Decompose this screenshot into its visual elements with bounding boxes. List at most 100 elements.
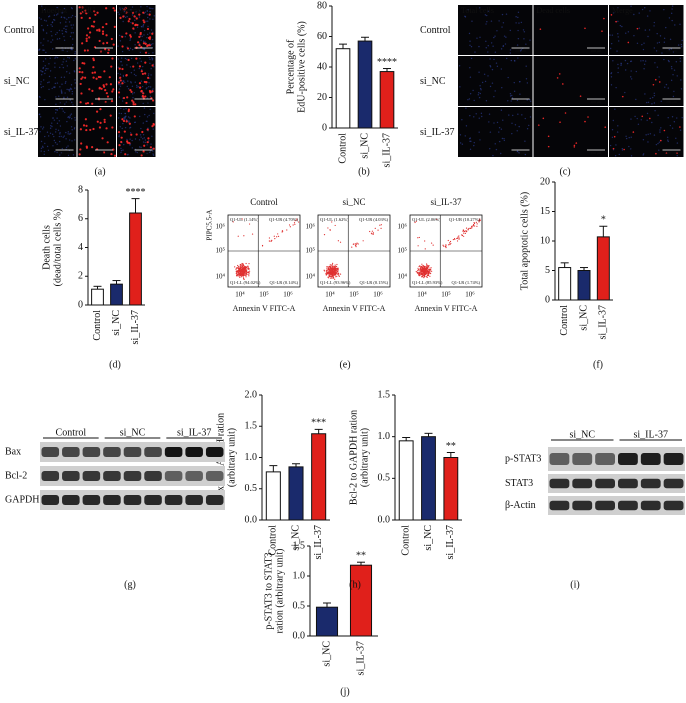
- event: [420, 274, 422, 276]
- y-tick-label: 0.5: [378, 473, 391, 484]
- nucleus: [63, 96, 65, 99]
- nucleus: [142, 48, 144, 50]
- nucleus: [47, 40, 49, 42]
- event: [422, 268, 424, 271]
- nucleus: [649, 133, 652, 135]
- nucleus: [134, 121, 136, 123]
- nucleus: [646, 119, 648, 121]
- nucleus: [472, 89, 474, 92]
- nucleus: [507, 76, 509, 79]
- nucleus: [150, 68, 152, 70]
- x-axis-title: Annexin V FITC-A: [415, 304, 478, 313]
- nucleus: [69, 132, 72, 135]
- event: [330, 272, 333, 274]
- stained-cell: [93, 71, 97, 74]
- nucleus: [71, 14, 74, 17]
- nucleus: [149, 150, 152, 152]
- nucleus: [118, 96, 121, 98]
- nucleus: [147, 74, 150, 77]
- stained-cell: [91, 89, 94, 92]
- event: [425, 263, 428, 265]
- nucleus: [60, 90, 63, 93]
- event: [332, 277, 334, 279]
- nucleus: [153, 112, 155, 115]
- stained-cell: [148, 44, 151, 47]
- axis-tick-label: 10⁶: [216, 223, 226, 231]
- stained-cell: [143, 144, 146, 147]
- event: [462, 229, 464, 231]
- quadrant-label: Q1-UR (4.03%): [359, 217, 388, 222]
- nucleus: [45, 32, 48, 34]
- nucleus: [67, 133, 69, 135]
- axis-tick-label: 10⁴: [325, 291, 335, 299]
- nucleus: [464, 15, 466, 17]
- nucleus: [152, 52, 154, 54]
- nucleus: [130, 9, 132, 11]
- event: [326, 271, 328, 273]
- blot-band: [618, 453, 638, 465]
- nucleus: [670, 48, 673, 50]
- event: [419, 268, 421, 270]
- nucleus: [149, 62, 151, 65]
- stained-cell: [112, 88, 115, 91]
- nucleus: [645, 134, 647, 136]
- nucleus: [517, 11, 520, 14]
- stained-cell: [145, 81, 148, 84]
- nucleus: [55, 96, 57, 98]
- nucleus: [517, 113, 519, 115]
- event: [456, 240, 459, 242]
- nucleus: [667, 87, 669, 89]
- event: [244, 271, 246, 273]
- event: [428, 272, 430, 274]
- event: [474, 225, 476, 227]
- stained-cell: [103, 120, 106, 124]
- nucleus: [469, 44, 471, 47]
- nucleus: [659, 131, 661, 133]
- nucleus: [149, 32, 151, 34]
- significance: ****: [377, 57, 397, 68]
- x-tick-label: Control: [559, 305, 570, 336]
- blot-band: [144, 447, 162, 457]
- nucleus: [48, 75, 51, 78]
- stained-cell: [98, 86, 101, 89]
- nucleus: [149, 108, 151, 110]
- nucleus: [118, 112, 120, 114]
- nucleus: [42, 28, 45, 31]
- nucleus: [501, 26, 503, 28]
- nucleus: [469, 76, 472, 78]
- nucleus: [489, 147, 491, 150]
- x-tick-label: si_NC: [423, 525, 434, 551]
- y-tick-label: 0.0: [293, 630, 306, 641]
- event: [429, 275, 431, 277]
- nucleus: [656, 66, 659, 68]
- nucleus: [140, 146, 142, 149]
- stained-cell: [649, 117, 651, 120]
- event: [234, 266, 236, 268]
- nucleus: [475, 113, 477, 115]
- event: [374, 227, 376, 230]
- event: [294, 223, 296, 225]
- y-axis-title: Total apoptotic cells (%): [519, 192, 530, 290]
- nucleus: [119, 126, 121, 128]
- nucleus: [137, 86, 139, 88]
- stained-cell: [84, 118, 87, 121]
- x-tick-label: Control: [337, 133, 348, 164]
- stained-cell: [101, 32, 105, 35]
- nucleus: [670, 66, 673, 68]
- nucleus: [55, 103, 57, 105]
- nucleus: [526, 99, 528, 101]
- event: [328, 266, 330, 268]
- stained-cell: [111, 126, 114, 129]
- nucleus: [71, 38, 74, 40]
- nucleus: [65, 21, 67, 23]
- event: [245, 273, 247, 275]
- nucleus: [152, 18, 154, 20]
- stained-cell: [142, 19, 145, 22]
- nucleus: [510, 59, 513, 62]
- nucleus: [145, 120, 148, 122]
- nucleus: [40, 86, 43, 89]
- micrograph: [38, 107, 77, 157]
- nucleus: [640, 119, 642, 121]
- nucleus: [44, 142, 46, 145]
- stained-cell: [107, 51, 110, 54]
